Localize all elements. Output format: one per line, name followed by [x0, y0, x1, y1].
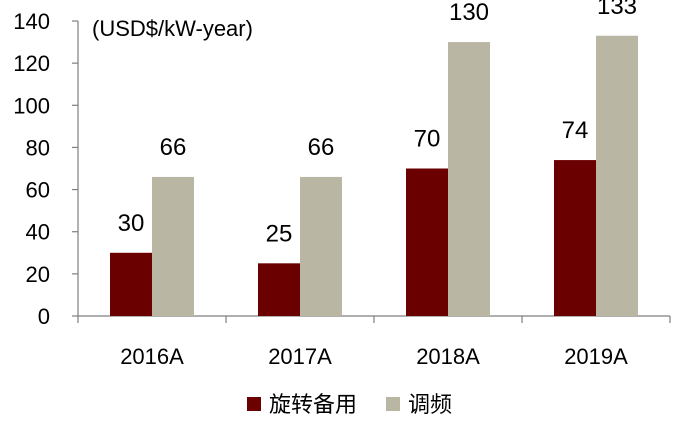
- unit-label: (USD$/kW-year): [92, 16, 253, 41]
- y-tick-label: 80: [26, 135, 50, 160]
- bar-series-0-2019A: [554, 160, 596, 316]
- data-label: 25: [266, 220, 293, 247]
- bar-series-1-2016A: [152, 176, 194, 316]
- y-tick-label: 60: [26, 178, 50, 203]
- legend: 旋转备用 调频: [247, 392, 452, 417]
- legend-label: 旋转备用: [269, 392, 357, 417]
- data-label: 133: [597, 0, 637, 20]
- bar-series-1-2018A: [448, 42, 490, 316]
- bar-series-0-2017A: [258, 263, 300, 316]
- bar-series-1-2019A: [596, 35, 638, 316]
- data-label: 130: [449, 0, 489, 26]
- x-tick-label: 2019A: [564, 344, 628, 369]
- y-tick-label: 100: [13, 93, 50, 118]
- legend-swatch: [247, 397, 261, 411]
- y-tick-label: 120: [13, 51, 50, 76]
- data-labels: 30 25 70 74 66 66 130 133: [118, 0, 637, 247]
- x-axis: 2016A 2017A 2018A 2019A: [77, 315, 671, 369]
- y-tick-label: 140: [13, 9, 50, 34]
- data-label: 30: [118, 210, 145, 237]
- data-label: 66: [308, 134, 335, 161]
- data-label: 70: [414, 126, 441, 153]
- bar-series-0-2018A: [406, 168, 448, 316]
- x-tick-label: 2018A: [416, 344, 480, 369]
- x-tick-label: 2017A: [268, 344, 332, 369]
- data-label: 74: [562, 117, 589, 144]
- y-tick-label: 0: [38, 304, 50, 329]
- legend-swatch: [386, 397, 400, 411]
- y-tick-label: 20: [26, 262, 50, 287]
- bar-series-1-2017A: [300, 176, 342, 316]
- x-tick-label: 2016A: [120, 344, 184, 369]
- legend-label: 调频: [408, 392, 452, 417]
- bars: [110, 35, 638, 316]
- y-axis: 0 20 40 60 80 100 120 140: [13, 9, 79, 329]
- data-label: 66: [160, 134, 187, 161]
- bar-series-0-2016A: [110, 252, 152, 316]
- y-tick-label: 40: [26, 220, 50, 245]
